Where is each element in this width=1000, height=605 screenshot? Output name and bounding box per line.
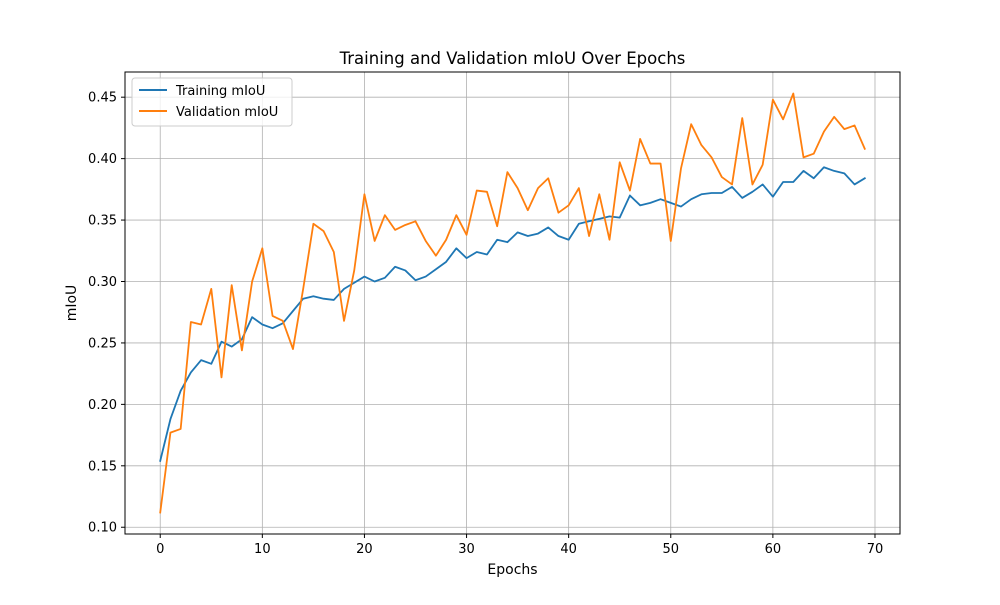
x-tick-label: 70	[867, 542, 884, 557]
y-tick-label: 0.40	[88, 152, 117, 167]
legend-label-training: Training mIoU	[175, 84, 265, 99]
chart-title: Training and Validation mIoU Over Epochs	[339, 49, 686, 68]
ticks: 0 10 20 30 40 50 60 70 0.10 0.15 0.20 0.25 0.30 0.35 0…	[88, 91, 883, 557]
y-tick-label: 0.25	[88, 336, 117, 351]
grid	[125, 72, 900, 534]
x-tick-label: 10	[254, 542, 271, 557]
plot-frame	[124, 71, 901, 535]
series-line-validation	[159, 92, 866, 514]
legend: Training mIoU Validation mIoU	[131, 77, 293, 127]
x-tick-label: 50	[662, 542, 679, 557]
legend-box	[131, 77, 293, 127]
x-tick-label: 0	[156, 542, 164, 557]
series-layer	[159, 92, 867, 514]
x-axis-label: Epochs	[487, 562, 537, 578]
x-tick-label: 30	[458, 542, 475, 557]
y-tick-label: 0.30	[88, 275, 117, 290]
y-axis-label: mIoU	[64, 285, 80, 322]
x-tick-label: 20	[356, 542, 373, 557]
x-tick-label: 40	[560, 542, 577, 557]
legend-label-validation: Validation mIoU	[176, 105, 278, 120]
y-tick-label: 0.45	[88, 91, 117, 106]
series-line-training	[159, 166, 867, 462]
y-tick-label: 0.35	[88, 214, 117, 229]
y-tick-label: 0.20	[88, 398, 117, 413]
y-tick-label: 0.15	[88, 459, 117, 474]
y-tick-label: 0.10	[88, 521, 117, 536]
x-tick-label: 60	[765, 542, 782, 557]
